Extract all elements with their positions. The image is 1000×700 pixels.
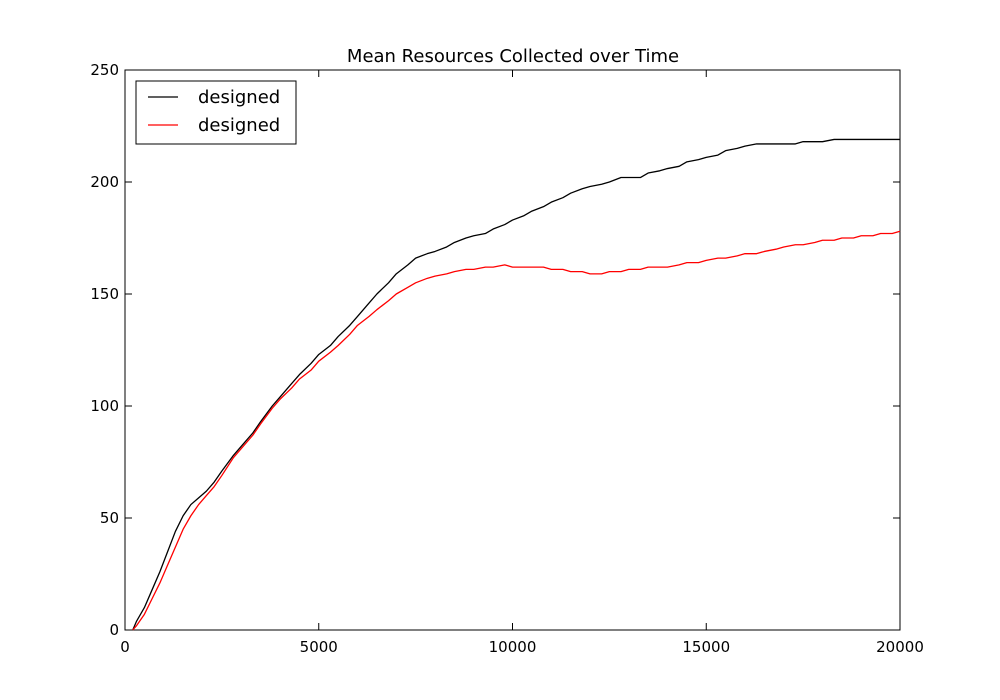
y-tick-label: 250 (90, 61, 119, 79)
x-tick-label: 5000 (300, 638, 338, 656)
x-tick-label: 15000 (682, 638, 730, 656)
series-line-2 (132, 230, 901, 631)
chart-title: Mean Resources Collected over Time (347, 46, 679, 67)
legend: designed designed (135, 80, 297, 145)
x-tick-label: 0 (120, 638, 130, 656)
y-tick-label: 50 (100, 509, 119, 527)
plot-area: 0 5000 10000 15000 20000 0 50 100 150 200 250 (90, 61, 924, 656)
legend-box (135, 80, 297, 145)
x-tick-label: 20000 (876, 638, 924, 656)
plot-frame (124, 69, 901, 631)
y-tick-label: 150 (90, 285, 119, 303)
y-tick-label: 0 (109, 621, 119, 639)
series-line-1 (132, 138, 900, 631)
x-tick-label: 10000 (489, 638, 537, 656)
y-tick-label: 100 (90, 397, 119, 415)
legend-label-series-2: designed (198, 115, 280, 136)
y-tick-label: 200 (90, 173, 119, 191)
legend-label-series-1: designed (198, 87, 280, 108)
ticks-layer: 0 5000 10000 15000 20000 0 50 100 150 200 250 (90, 61, 924, 656)
series-layer (132, 138, 901, 631)
